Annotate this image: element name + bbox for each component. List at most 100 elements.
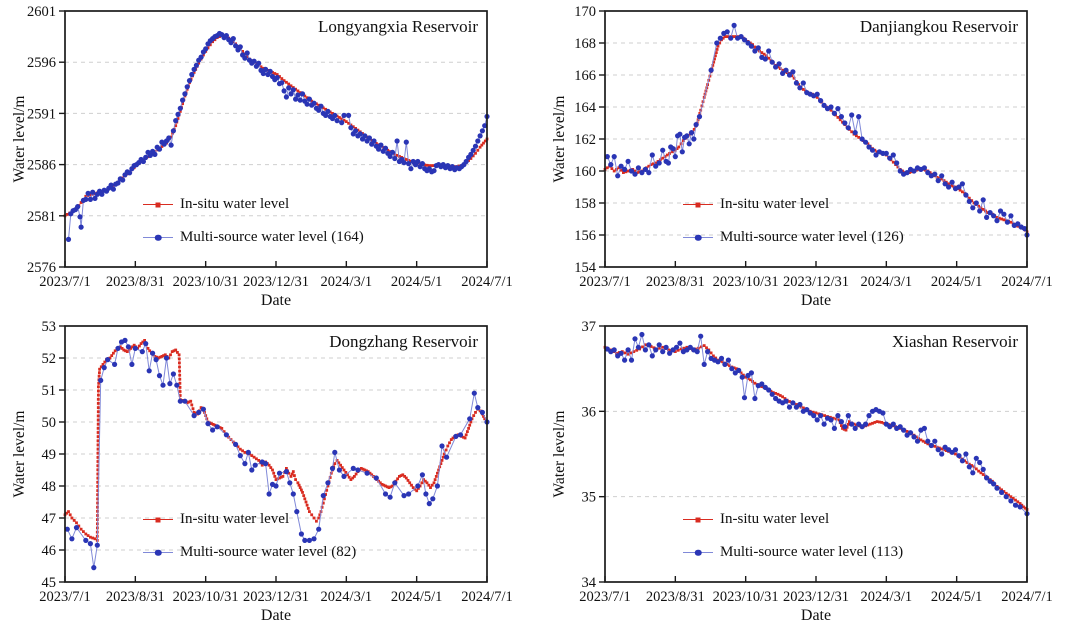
svg-text:2576: 2576	[27, 260, 56, 276]
legend-item-multi: Multi-source water level (113)	[683, 542, 903, 563]
danjiangkou-plot-area: 154 156 158 160 162 164 166 168 170 2023/7/1 2023/…	[574, 4, 1053, 290]
svg-text:2023/8/31: 2023/8/31	[106, 589, 165, 605]
chart-title: Xiashan Reservoir	[891, 332, 1018, 351]
svg-text:51: 51	[42, 383, 57, 399]
svg-text:2581: 2581	[27, 209, 56, 225]
svg-text:2024/3/1: 2024/3/1	[861, 589, 913, 605]
chart-panel-dongzhang: 45 46 47 48 49 50 51 52 53 2023/7/1 2023/8/31 2023/…	[0, 315, 540, 635]
svg-text:2023/10/31: 2023/10/31	[173, 274, 239, 290]
svg-text:156: 156	[574, 228, 596, 244]
svg-text:2023/12/31: 2023/12/31	[243, 274, 309, 290]
legend-item-insitu: In-situ water level	[143, 509, 356, 530]
chart-panel-longyangxia: 2576 2581 2586 2591 2596 2601 2023/7/1 2023/8/3…	[0, 0, 540, 320]
multi-legend-label: Multi-source water level (82)	[180, 544, 357, 560]
svg-text:2024/7/1: 2024/7/1	[461, 274, 513, 290]
multi-legend-label: Multi-source water level (113)	[720, 544, 904, 560]
legend-item-multi: Multi-source water level (164)	[143, 227, 364, 248]
multi-legend-marker-icon	[683, 233, 713, 243]
y-axis-title: Water level/m	[551, 410, 568, 498]
svg-text:170: 170	[574, 4, 596, 20]
chart-panel-xiashan: 34 35 36 37 2023/7/1 2023/8/31 2023/10/31 2023/…	[540, 315, 1080, 635]
svg-text:168: 168	[574, 36, 596, 52]
svg-text:2023/8/31: 2023/8/31	[646, 589, 705, 605]
svg-text:2024/5/1: 2024/5/1	[931, 589, 983, 605]
legend: In-situ water level Multi-source water l…	[143, 194, 364, 248]
legend-item-multi: Multi-source water level (126)	[683, 227, 904, 248]
svg-text:160: 160	[574, 164, 596, 180]
legend-item-insitu: In-situ water level	[683, 509, 903, 530]
svg-text:2601: 2601	[27, 4, 56, 20]
insitu-legend-marker-icon	[143, 515, 173, 525]
legend-item-insitu: In-situ water level	[683, 194, 904, 215]
multi-legend-marker-icon	[143, 548, 173, 558]
insitu-legend-label: In-situ water level	[720, 196, 830, 212]
svg-text:166: 166	[574, 68, 596, 84]
legend: In-situ water level Multi-source water l…	[143, 509, 356, 563]
svg-text:2024/3/1: 2024/3/1	[861, 274, 913, 290]
legend-item-multi: Multi-source water level (82)	[143, 542, 356, 563]
insitu-legend-label: In-situ water level	[720, 511, 830, 527]
insitu-legend-label: In-situ water level	[180, 511, 290, 527]
svg-text:154: 154	[574, 260, 597, 276]
svg-text:52: 52	[42, 351, 57, 367]
svg-text:35: 35	[582, 490, 597, 506]
svg-text:2024/7/1: 2024/7/1	[1001, 274, 1053, 290]
multi-legend-label: Multi-source water level (164)	[180, 229, 364, 245]
svg-text:2023/7/1: 2023/7/1	[39, 274, 91, 290]
svg-text:2023/10/31: 2023/10/31	[713, 274, 779, 290]
x-axis-title: Date	[260, 607, 292, 624]
insitu-legend-marker-icon	[683, 515, 713, 525]
svg-text:48: 48	[42, 479, 57, 495]
svg-text:2023/8/31: 2023/8/31	[106, 274, 165, 290]
svg-text:2023/7/1: 2023/7/1	[579, 274, 631, 290]
y-axis-title: Water level/m	[11, 95, 28, 183]
chart-title: Longyangxia Reservoir	[317, 17, 478, 36]
svg-text:2023/12/31: 2023/12/31	[783, 589, 849, 605]
x-axis-title: Date	[800, 292, 832, 309]
svg-text:45: 45	[42, 575, 57, 591]
chart-panel-danjiangkou: 154 156 158 160 162 164 166 168 170 2023/7/1 2023/…	[540, 0, 1080, 320]
multi-legend-label: Multi-source water level (126)	[720, 229, 904, 245]
svg-text:2586: 2586	[27, 158, 56, 174]
svg-text:2024/7/1: 2024/7/1	[461, 589, 513, 605]
x-axis-title: Date	[800, 607, 832, 624]
svg-text:2023/8/31: 2023/8/31	[646, 274, 705, 290]
svg-text:37: 37	[582, 319, 597, 335]
svg-text:34: 34	[582, 575, 597, 591]
svg-text:53: 53	[42, 319, 57, 335]
multi-legend-marker-icon	[683, 548, 713, 558]
legend: In-situ water level Multi-source water l…	[683, 509, 903, 563]
insitu-legend-marker-icon	[683, 200, 713, 210]
legend-item-insitu: In-situ water level	[143, 194, 364, 215]
svg-text:164: 164	[574, 100, 597, 116]
svg-text:2024/5/1: 2024/5/1	[391, 274, 443, 290]
insitu-legend-label: In-situ water level	[180, 196, 290, 212]
x-axis-title: Date	[260, 292, 292, 309]
multi-legend-marker-icon	[143, 233, 173, 243]
svg-text:46: 46	[42, 543, 57, 559]
svg-text:47: 47	[42, 511, 57, 527]
chart-title: Dongzhang Reservoir	[329, 332, 478, 351]
svg-text:2023/10/31: 2023/10/31	[173, 589, 239, 605]
svg-text:158: 158	[574, 196, 596, 212]
svg-text:2023/12/31: 2023/12/31	[243, 589, 309, 605]
longyangxia-plot-area: 2576 2581 2586 2591 2596 2601 2023/7/1 2023/8/3…	[27, 4, 513, 290]
y-axis-title: Water level/m	[551, 95, 568, 183]
svg-text:162: 162	[574, 132, 596, 148]
svg-text:2023/10/31: 2023/10/31	[713, 589, 779, 605]
svg-text:2023/7/1: 2023/7/1	[579, 589, 631, 605]
chart-title: Danjiangkou Reservoir	[859, 17, 1018, 36]
svg-text:2024/3/1: 2024/3/1	[321, 589, 373, 605]
svg-text:2024/5/1: 2024/5/1	[391, 589, 443, 605]
svg-text:2024/3/1: 2024/3/1	[321, 274, 373, 290]
dongzhang-plot-area: 45 46 47 48 49 50 51 52 53 2023/7/1 2023/8/31 2023/…	[39, 319, 513, 605]
svg-text:2024/7/1: 2024/7/1	[1001, 589, 1053, 605]
legend: In-situ water level Multi-source water l…	[683, 194, 904, 248]
y-axis-title: Water level/m	[11, 410, 28, 498]
insitu-legend-marker-icon	[143, 200, 173, 210]
svg-text:36: 36	[582, 404, 597, 420]
svg-text:49: 49	[42, 447, 57, 463]
xiashan-plot-area: 34 35 36 37 2023/7/1 2023/8/31 2023/10/31 2023/…	[579, 319, 1053, 605]
svg-text:2023/7/1: 2023/7/1	[39, 589, 91, 605]
